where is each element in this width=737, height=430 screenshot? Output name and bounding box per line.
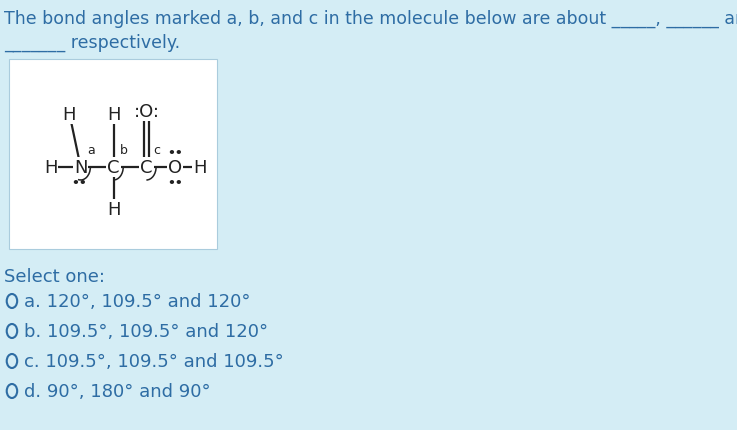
Text: Select one:: Select one: — [4, 267, 105, 286]
Text: c. 109.5°, 109.5° and 109.5°: c. 109.5°, 109.5° and 109.5° — [24, 352, 284, 370]
Text: H: H — [107, 200, 120, 218]
Text: a. 120°, 109.5° and 120°: a. 120°, 109.5° and 120° — [24, 292, 251, 310]
Text: C: C — [108, 159, 120, 177]
Text: c: c — [153, 143, 160, 156]
Text: H: H — [107, 106, 120, 124]
Text: H: H — [44, 159, 57, 177]
Text: :O:: :O: — [133, 103, 159, 121]
Bar — [9, 60, 217, 249]
Text: N: N — [74, 159, 88, 177]
Text: b: b — [120, 143, 128, 156]
Text: The bond angles marked a, b, and c in the molecule below are about _____, ______: The bond angles marked a, b, and c in th… — [4, 10, 737, 28]
Text: ••: •• — [167, 146, 183, 159]
Text: _______ respectively.: _______ respectively. — [4, 34, 181, 52]
Text: H: H — [193, 159, 207, 177]
Text: O: O — [168, 159, 182, 177]
Text: ••: •• — [71, 176, 87, 189]
Text: C: C — [140, 159, 153, 177]
Text: d. 90°, 180° and 90°: d. 90°, 180° and 90° — [24, 382, 211, 400]
Text: H: H — [63, 106, 76, 124]
Text: ••: •• — [167, 176, 183, 189]
Text: a: a — [88, 143, 95, 156]
Text: b. 109.5°, 109.5° and 120°: b. 109.5°, 109.5° and 120° — [24, 322, 268, 340]
